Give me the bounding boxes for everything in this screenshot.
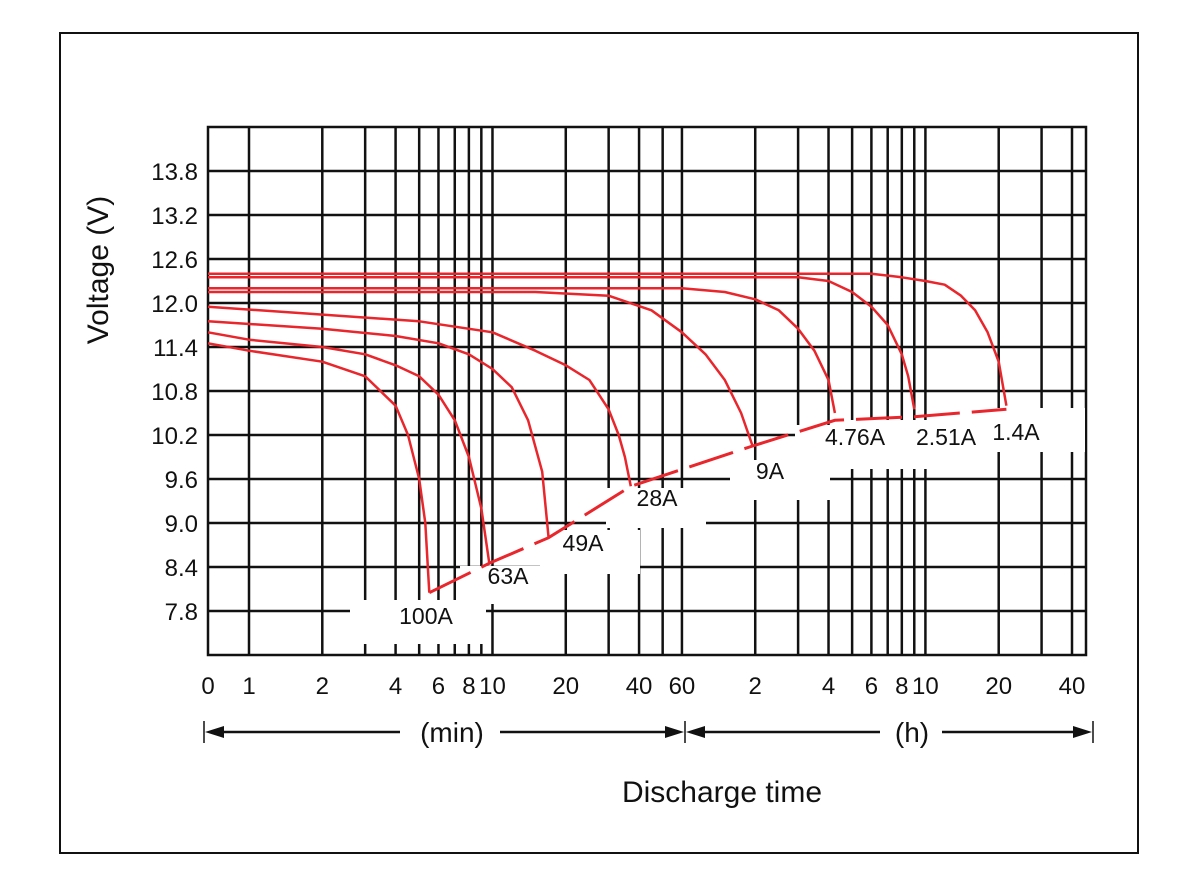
y-tick-labels: 7.8 8.4 9.0 9.6 10.2 10.8 11.4 12.0 12.6 13.2 13.8 (151, 159, 198, 626)
x-tick-label: 6 (865, 673, 878, 700)
x-tick-label: 10 (479, 673, 506, 700)
x-tick-label: 2 (749, 673, 762, 700)
x-tick-label: 8 (462, 673, 475, 700)
discharge-curves (207, 272, 1008, 595)
cutoff-dashed-line (428, 407, 1007, 595)
series-line (208, 276, 916, 410)
label-box (540, 530, 640, 574)
y-tick-label: 11.4 (153, 335, 198, 362)
label-backgrounds (350, 408, 1085, 644)
unit-arrows (203, 721, 1094, 743)
y-tick-label: 12.0 (151, 291, 198, 318)
y-tick-label: 10.8 (151, 379, 198, 406)
series-label: 100A (399, 603, 453, 629)
label-box (840, 420, 990, 460)
x-axis-label: Discharge time (622, 776, 822, 809)
x-tick-labels: 0 1 2 4 6 8 10 20 40 60 2 4 6 8 10 20 40 (201, 673, 1085, 700)
x-tick-label: 4 (822, 673, 835, 700)
x-tick-label: 0 (201, 673, 214, 700)
label-box (975, 408, 1085, 452)
label-box (350, 600, 486, 644)
series-line (208, 272, 1008, 406)
y-tick-label: 9.0 (165, 511, 198, 538)
x-tick-label: 6 (432, 673, 445, 700)
series-label: 4.76A (825, 424, 886, 450)
y-tick-label: 13.2 (151, 203, 198, 230)
x-tick-label: 20 (552, 673, 579, 700)
y-tick-label: 9.6 (165, 467, 198, 494)
series-line (207, 342, 431, 593)
unit-h-label: (h) (895, 717, 929, 748)
x-tick-label: 40 (1059, 673, 1086, 700)
y-tick-label: 8.4 (165, 555, 198, 582)
series-line (207, 320, 550, 538)
series-label: 28A (637, 485, 679, 511)
unit-min-label: (min) (420, 717, 484, 748)
series-line (208, 290, 754, 447)
series-labels: 100A 63A 49A 28A 9A 4.76A 2.51A 1.4A (399, 419, 1040, 629)
h-arrowhead-right (1073, 726, 1092, 738)
y-tick-label: 10.2 (151, 423, 198, 450)
x-tick-label: 10 (912, 673, 939, 700)
min-arrowhead-right (665, 726, 684, 738)
series-label: 49A (563, 530, 605, 556)
min-arrowhead-left (205, 726, 224, 738)
series-line (208, 287, 837, 414)
series-label: 1.4A (992, 419, 1040, 445)
x-tick-label: 2 (316, 673, 329, 700)
series-line (207, 331, 491, 564)
x-tick-label: 60 (669, 673, 696, 700)
y-tick-label: 7.8 (165, 599, 198, 626)
y-axis-label: Voltage (V) (82, 196, 115, 344)
label-box (606, 488, 706, 528)
series-line (207, 305, 633, 487)
x-tick-label: 40 (626, 673, 653, 700)
series-label: 9A (756, 458, 785, 484)
x-tick-label: 8 (895, 673, 908, 700)
x-tick-label: 20 (985, 673, 1012, 700)
plot-border (206, 125, 1088, 657)
x-tick-label: 4 (389, 673, 402, 700)
series-label: 63A (488, 563, 530, 589)
x-tick-label: 1 (242, 673, 255, 700)
grid (206, 125, 1088, 657)
y-tick-label: 13.8 (151, 159, 198, 186)
series-label: 2.51A (916, 424, 977, 450)
y-tick-label: 12.6 (151, 247, 198, 274)
h-arrowhead-left (686, 726, 705, 738)
